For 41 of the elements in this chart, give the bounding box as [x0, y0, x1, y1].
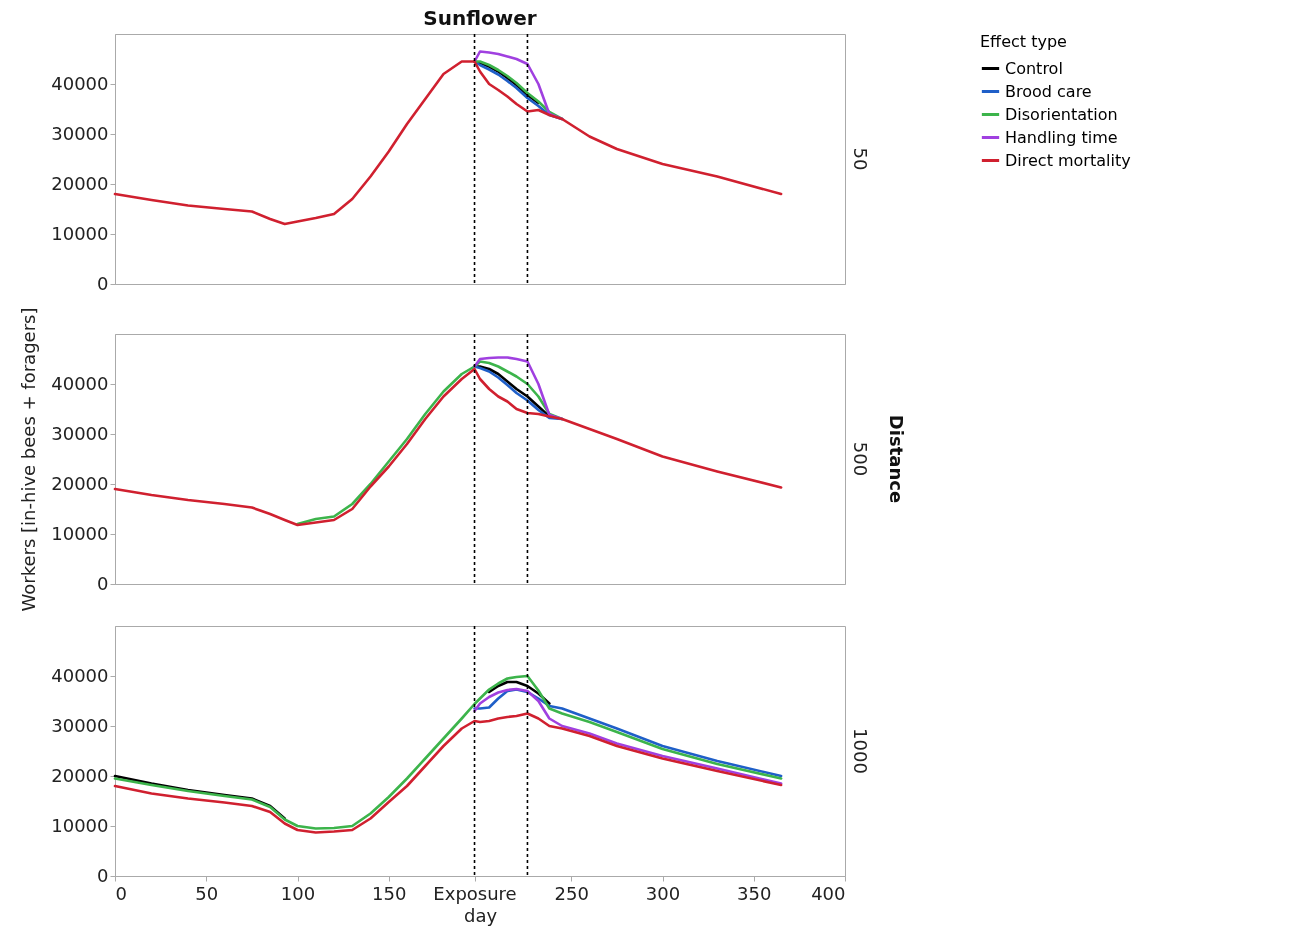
- x-tick-label: 0: [115, 882, 127, 904]
- line-series: [113, 60, 783, 226]
- line-series: [113, 367, 783, 527]
- y-tick-label: 0: [97, 272, 109, 294]
- y-tick-label: 20000: [51, 764, 109, 786]
- x-tick-label: 400: [811, 882, 846, 904]
- y2-axis-title: 1000: [850, 728, 871, 774]
- text: Distance: [886, 414, 907, 504]
- x-axis-title: day: [463, 904, 498, 926]
- y-tick-label: 10000: [51, 222, 109, 244]
- y-tick-label: 20000: [51, 472, 109, 494]
- y-tick-label: 10000: [51, 522, 109, 544]
- x-tick-label: 300: [645, 882, 681, 904]
- x-tick-label: Exposure: [433, 882, 517, 904]
- y-tick-label: 0: [97, 572, 109, 594]
- x-tick-label: 100: [280, 882, 316, 904]
- y2-axis-title: 50: [850, 147, 871, 171]
- line-series: [113, 674, 783, 830]
- y-tick-label: 30000: [51, 122, 109, 144]
- y-axis-title: Workers [in-hive bees + foragers]: [18, 307, 40, 612]
- y-tick-label: 20000: [51, 172, 109, 194]
- legend-label: Handling time: [1005, 127, 1118, 147]
- legend-title: Effect type: [980, 32, 1067, 51]
- y-tick-label: 0: [97, 864, 109, 886]
- x-tick-label: 150: [372, 882, 407, 904]
- x-tick-label: 350: [737, 882, 772, 904]
- legend-label: Brood care: [1005, 81, 1092, 101]
- y-tick-label: 40000: [51, 72, 109, 94]
- legend-label: Control: [1005, 58, 1063, 78]
- line-series: [113, 712, 783, 834]
- y-tick-label: 30000: [51, 714, 109, 736]
- x-tick-label: 250: [554, 882, 589, 904]
- y-tick-label: 10000: [51, 814, 109, 836]
- y-tick-label: 40000: [51, 372, 109, 394]
- legend-label: Direct mortality: [1005, 150, 1131, 170]
- chart-title: Sunflower: [423, 6, 537, 31]
- y2-axis-title: 500: [850, 441, 871, 477]
- y-tick-label: 40000: [51, 664, 109, 686]
- y-tick-label: 30000: [51, 422, 109, 444]
- legend-label: Disorientation: [1005, 104, 1118, 124]
- x-tick-label: 50: [195, 882, 219, 904]
